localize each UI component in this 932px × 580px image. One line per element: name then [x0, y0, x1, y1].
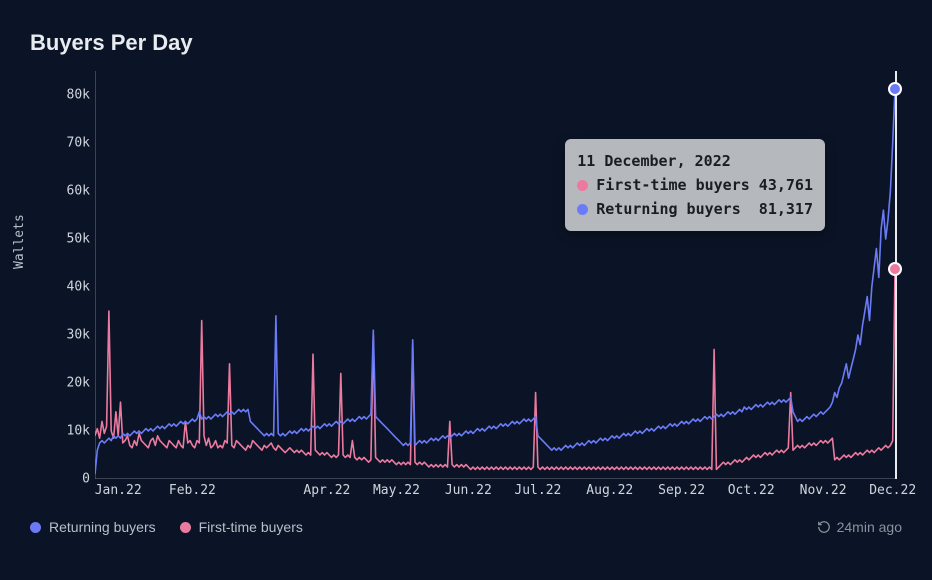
chart-area[interactable]: Wallets 11 December, 2022First-time buye… [30, 66, 900, 511]
series-line [95, 269, 895, 470]
x-tick: Apr.22 [303, 483, 350, 498]
y-tick: 50k [67, 232, 90, 247]
tooltip: 11 December, 2022First-time buyers 43,76… [565, 139, 825, 231]
chart-footer: Returning buyers First-time buyers 24min … [30, 519, 902, 535]
legend-dot-icon [30, 522, 41, 533]
updated-text: 24min ago [837, 519, 902, 535]
y-tick: 20k [67, 376, 90, 391]
x-tick: Feb.22 [169, 483, 216, 498]
tooltip-row: First-time buyers 43,761 [577, 173, 813, 197]
x-tick: Sep.22 [658, 483, 705, 498]
x-tick: Aug.22 [586, 483, 633, 498]
cursor-marker [888, 262, 902, 276]
legend-dot-icon [180, 522, 191, 533]
y-tick: 30k [67, 328, 90, 343]
refresh-icon [817, 520, 831, 534]
chart-panel: Buyers Per Day Wallets 11 December, 2022… [0, 0, 932, 580]
legend-label: First-time buyers [199, 519, 303, 535]
series-dot-icon [577, 180, 588, 191]
x-tick: Dec.22 [869, 483, 916, 498]
tooltip-label: Returning buyers 81,317 [596, 197, 813, 221]
line-chart-svg [95, 71, 895, 479]
legend-item[interactable]: Returning buyers [30, 519, 156, 535]
tooltip-row: Returning buyers 81,317 [577, 197, 813, 221]
y-tick: 70k [67, 136, 90, 151]
last-updated: 24min ago [817, 519, 902, 535]
legend-label: Returning buyers [49, 519, 156, 535]
y-axis-label: Wallets [12, 214, 27, 269]
x-tick: Nov.22 [800, 483, 847, 498]
tooltip-label: First-time buyers 43,761 [596, 173, 813, 197]
y-tick: 40k [67, 280, 90, 295]
y-tick: 10k [67, 424, 90, 439]
chart-title: Buyers Per Day [30, 30, 902, 56]
y-tick: 0 [82, 472, 90, 487]
y-tick: 60k [67, 184, 90, 199]
x-tick: Jul.22 [514, 483, 561, 498]
tooltip-date: 11 December, 2022 [577, 149, 813, 173]
legend: Returning buyers First-time buyers [30, 519, 303, 535]
legend-item[interactable]: First-time buyers [180, 519, 303, 535]
series-dot-icon [577, 204, 588, 215]
cursor-marker [888, 82, 902, 96]
x-tick: May.22 [373, 483, 420, 498]
y-tick: 80k [67, 88, 90, 103]
x-tick: Jan.22 [95, 483, 142, 498]
plot-region[interactable]: 11 December, 2022First-time buyers 43,76… [95, 71, 895, 479]
x-tick: Jun.22 [445, 483, 492, 498]
x-tick: Oct.22 [728, 483, 775, 498]
